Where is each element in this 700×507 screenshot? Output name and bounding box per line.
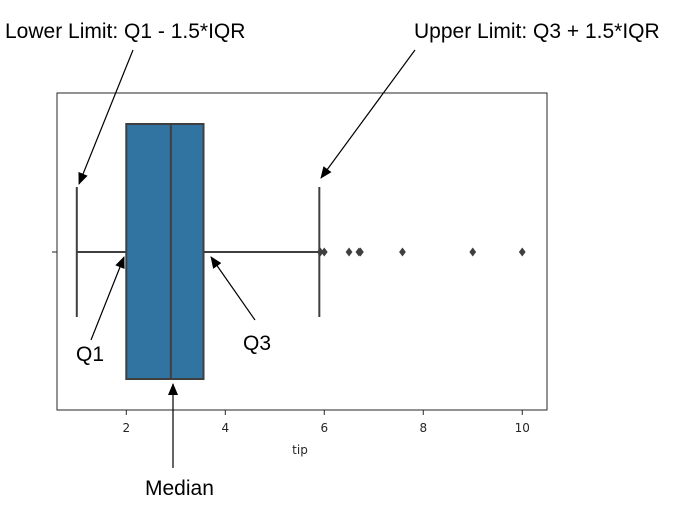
x-tick-label: 10	[515, 421, 530, 435]
x-tick-label: 4	[221, 421, 229, 435]
outlier-point	[316, 247, 324, 257]
lower-limit-annotation: Lower Limit: Q1 - 1.5*IQR	[5, 20, 245, 43]
x-tick-label: 6	[320, 421, 328, 435]
upper-limit-annotation: Upper Limit: Q3 + 1.5*IQR	[414, 20, 660, 43]
q3-arrow	[210, 256, 256, 321]
outlier-points	[316, 247, 526, 257]
outlier-point	[357, 247, 364, 257]
q1-arrow	[90, 256, 125, 341]
lower-limit-arrow	[78, 49, 134, 185]
x-tick-label: 2	[122, 421, 130, 435]
upper-limit-arrow	[320, 49, 416, 179]
outlier-point	[399, 247, 406, 257]
iqr-box	[125, 123, 205, 380]
outlier-point	[345, 247, 353, 257]
x-axis-ticks: 2 4 6 8 10	[122, 410, 530, 435]
q3-annotation: Q3	[243, 332, 271, 355]
q1-annotation: Q1	[76, 343, 104, 366]
x-axis-label: tip	[292, 443, 308, 457]
outlier-point	[320, 247, 328, 257]
x-tick-label: 8	[419, 421, 427, 435]
median-annotation: Median	[145, 477, 214, 500]
outlier-point	[518, 247, 526, 257]
outlier-point	[469, 247, 477, 257]
